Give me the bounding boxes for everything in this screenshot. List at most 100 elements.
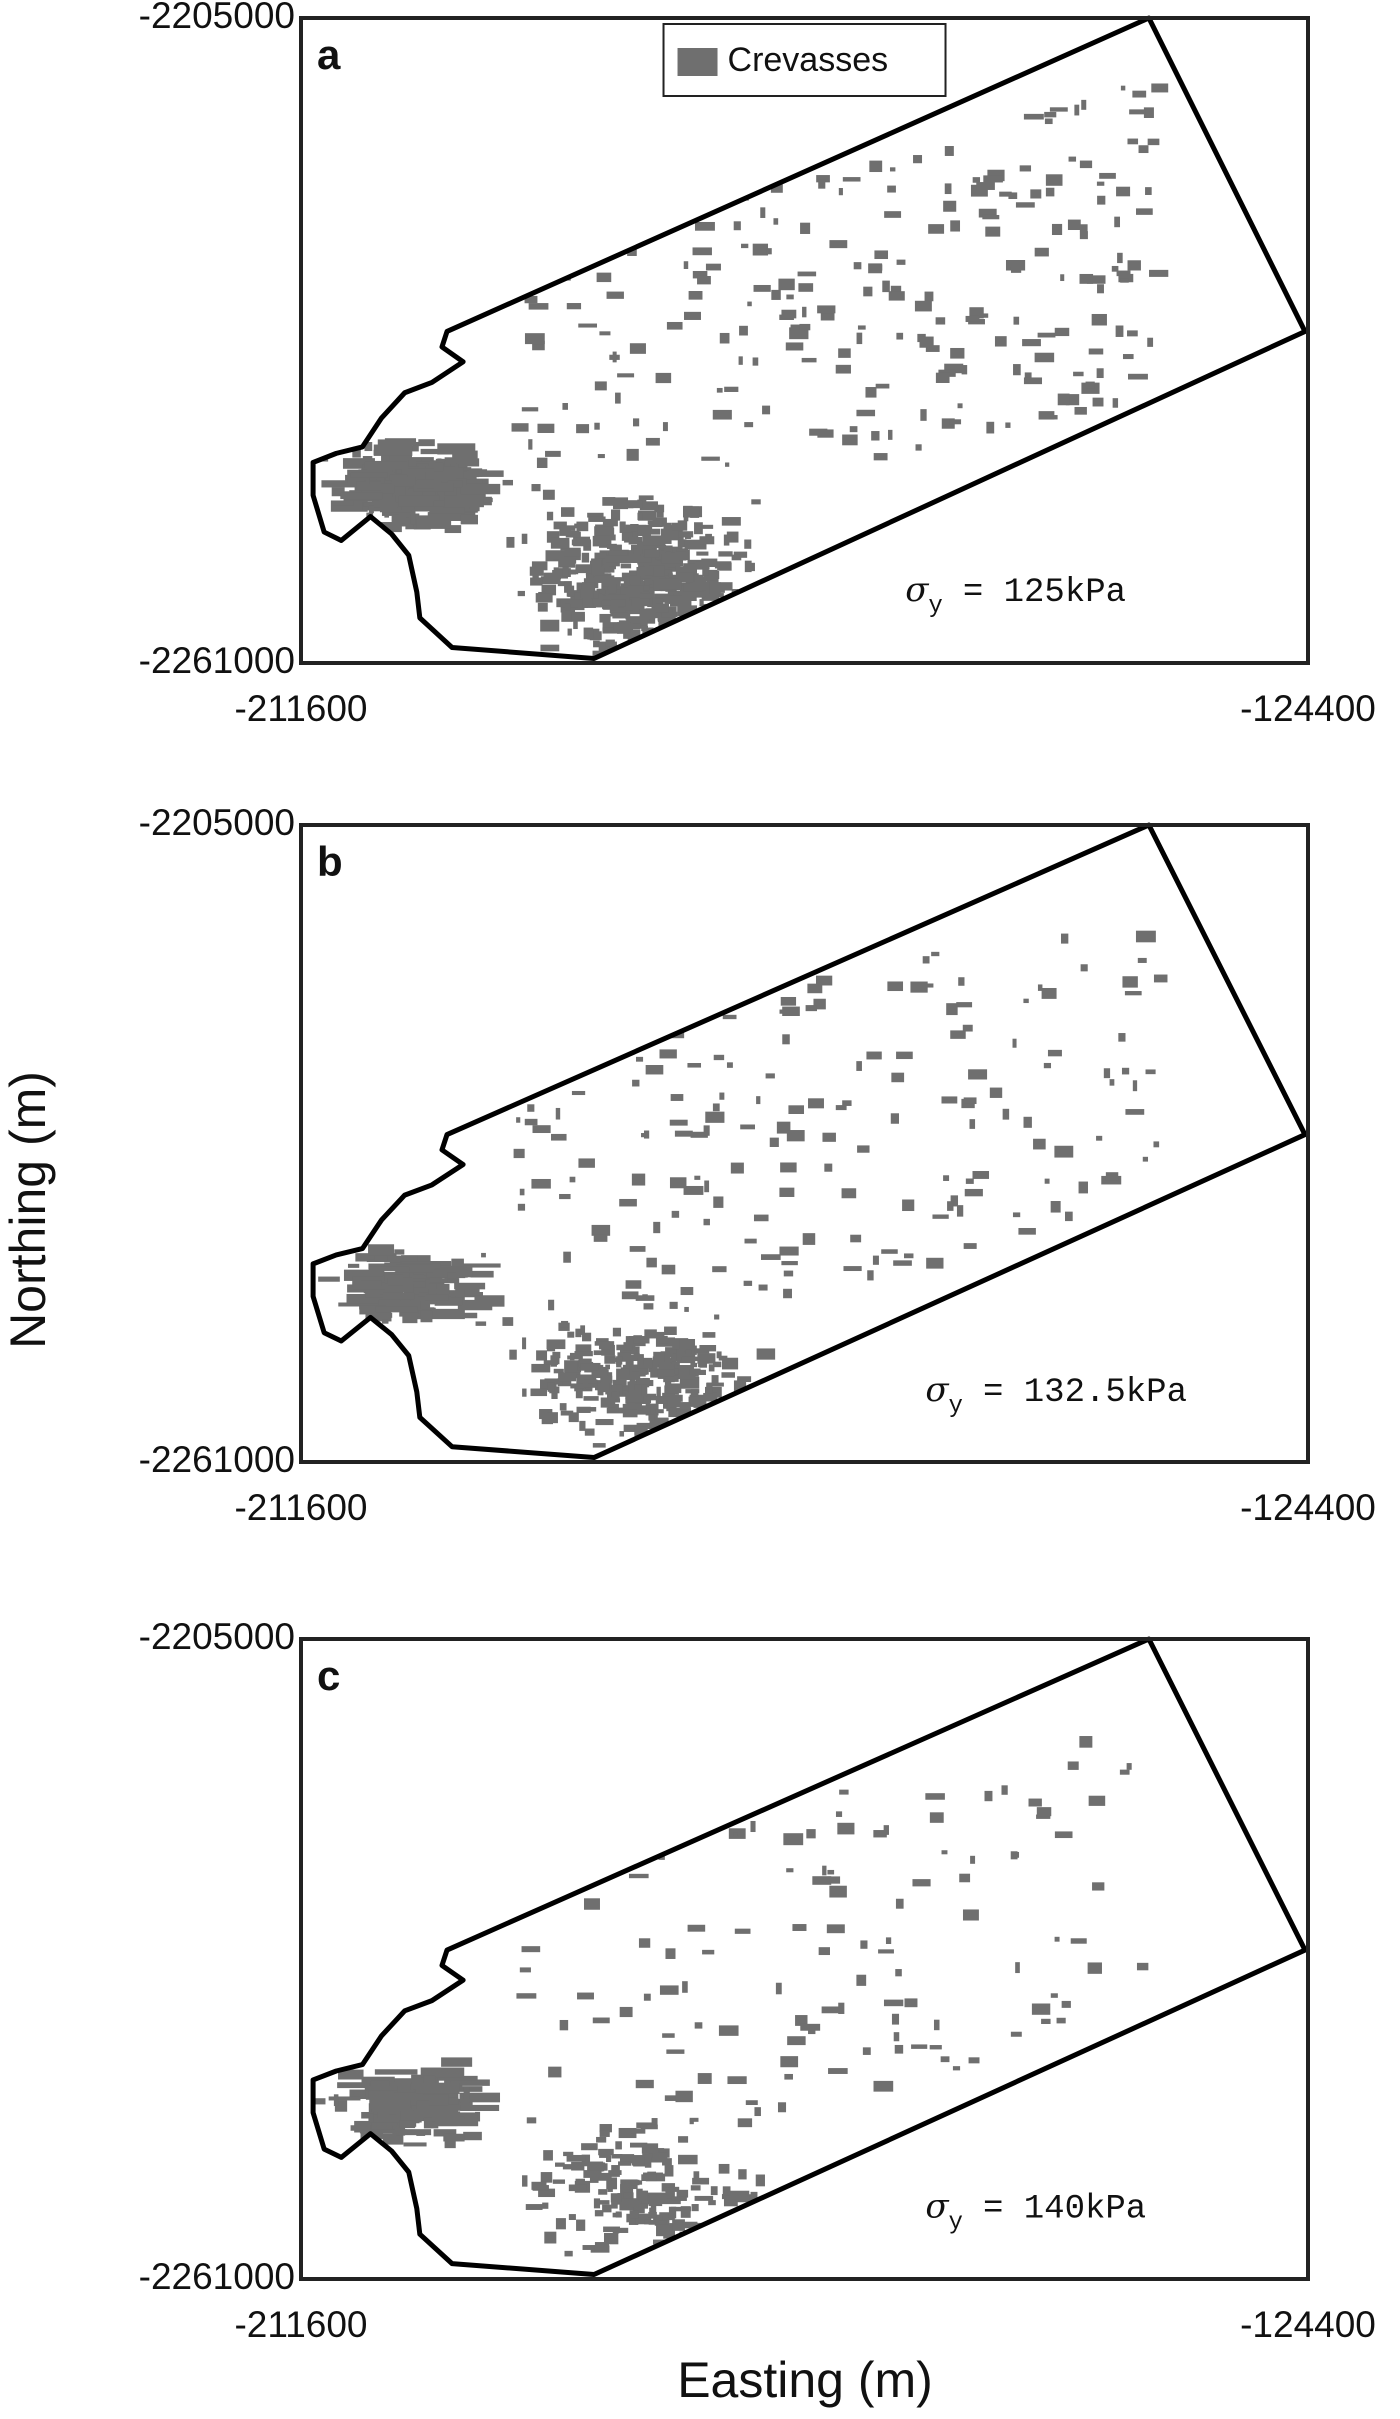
crevasse <box>580 1363 599 1371</box>
crevasse <box>839 1789 849 1795</box>
crevasse <box>1087 1962 1102 1974</box>
crevasse <box>1149 269 1169 277</box>
panel: b -2261000 -2205000 -211600 -124400 σy = 132.5… <box>139 802 1376 1528</box>
crevasse <box>1005 422 1011 428</box>
crevasse <box>536 1350 548 1361</box>
crevasse <box>667 1427 679 1440</box>
crevasse <box>656 507 664 518</box>
crevasse <box>1143 107 1154 118</box>
crevasse <box>1045 174 1063 186</box>
crevasse <box>679 211 697 220</box>
crevasse <box>455 1289 465 1298</box>
crevasse <box>643 1993 651 2001</box>
crevasse <box>873 453 888 461</box>
crevasse <box>826 1924 845 1934</box>
crevasse <box>1065 394 1080 406</box>
crevasse <box>1045 187 1055 197</box>
crevasse <box>648 2211 657 2218</box>
crevasse <box>627 585 644 593</box>
crevasse <box>463 2087 470 2100</box>
crevasse <box>1085 381 1095 389</box>
crevasse <box>669 601 690 607</box>
crevasse <box>625 1403 636 1413</box>
crevasse <box>455 1284 480 1295</box>
crevasse <box>628 536 643 545</box>
crevasse <box>676 548 689 554</box>
crevasse <box>632 1079 640 1087</box>
crevasse <box>694 221 715 231</box>
crevasse <box>676 1346 694 1351</box>
crevasse <box>546 1412 558 1424</box>
crevasse <box>631 1371 640 1380</box>
crevasse <box>597 454 605 459</box>
crevasse <box>924 291 934 302</box>
crevasse <box>1012 1212 1021 1218</box>
crevasse <box>663 628 679 641</box>
crevasse <box>416 2100 430 2109</box>
crevasse <box>714 1314 720 1320</box>
crevasse <box>724 386 739 392</box>
crevasse <box>615 392 621 404</box>
annotation: σy = 125kPa <box>905 570 1126 620</box>
crevasse <box>340 492 383 500</box>
crevasse <box>747 301 752 307</box>
crevasse <box>593 2198 601 2209</box>
crevasse <box>1116 270 1131 277</box>
crevasse <box>1151 83 1169 93</box>
crevasse <box>1070 1938 1087 1944</box>
crevasse <box>643 1303 654 1310</box>
crevasse <box>605 639 615 647</box>
crevasse <box>713 1196 724 1208</box>
crevasse <box>653 1221 661 1234</box>
crevasse <box>537 423 555 433</box>
crevasse <box>692 247 712 256</box>
crevasse <box>606 291 624 299</box>
crevasse <box>577 1992 594 2000</box>
crevasse <box>583 1396 599 1401</box>
crevasse <box>616 599 626 607</box>
crevasse <box>611 2202 618 2209</box>
crevasse <box>887 981 904 992</box>
crevasse <box>893 2032 900 2042</box>
crevasse <box>516 1993 537 1999</box>
crevasse <box>571 539 591 546</box>
crevasse <box>648 583 654 594</box>
crevasse <box>623 1424 640 1432</box>
crevasse <box>646 1331 665 1339</box>
crevasse <box>633 418 640 427</box>
crevasse <box>853 262 862 270</box>
annotation-symbol: σ <box>925 2187 949 2227</box>
crevasse <box>982 313 989 318</box>
crevasse <box>808 1098 824 1109</box>
crevasse <box>521 407 539 412</box>
crevasse <box>660 1351 673 1358</box>
crevasse <box>640 1394 651 1404</box>
crevasse <box>641 2196 654 2205</box>
crevasse <box>703 596 720 601</box>
crevasse <box>668 2206 677 2219</box>
crevasse <box>561 1320 569 1328</box>
crevasse <box>968 1069 988 1080</box>
crevasse <box>576 1374 597 1385</box>
crevasse <box>528 303 549 310</box>
crevasse <box>1117 252 1123 264</box>
crevasse <box>807 983 823 994</box>
crevasse <box>950 1195 959 1207</box>
crevasse <box>684 1306 689 1312</box>
crevasse <box>752 612 763 618</box>
crevasse <box>671 1353 679 1362</box>
crevasse <box>681 2221 698 2229</box>
crevasse <box>1057 393 1070 406</box>
crevasse <box>524 1118 538 1126</box>
crevasse <box>629 1246 646 1252</box>
annotation-subscript: y <box>928 593 942 620</box>
crevasse <box>677 536 684 548</box>
crevasse <box>633 1353 640 1362</box>
crevasse <box>576 521 589 532</box>
annotation-text: = 125kPa <box>963 574 1126 612</box>
crevasse <box>702 565 709 576</box>
crevasse <box>658 2215 675 2221</box>
crevasse <box>642 535 663 546</box>
crevasse <box>693 591 705 598</box>
annotation-symbol: σ <box>905 570 929 610</box>
